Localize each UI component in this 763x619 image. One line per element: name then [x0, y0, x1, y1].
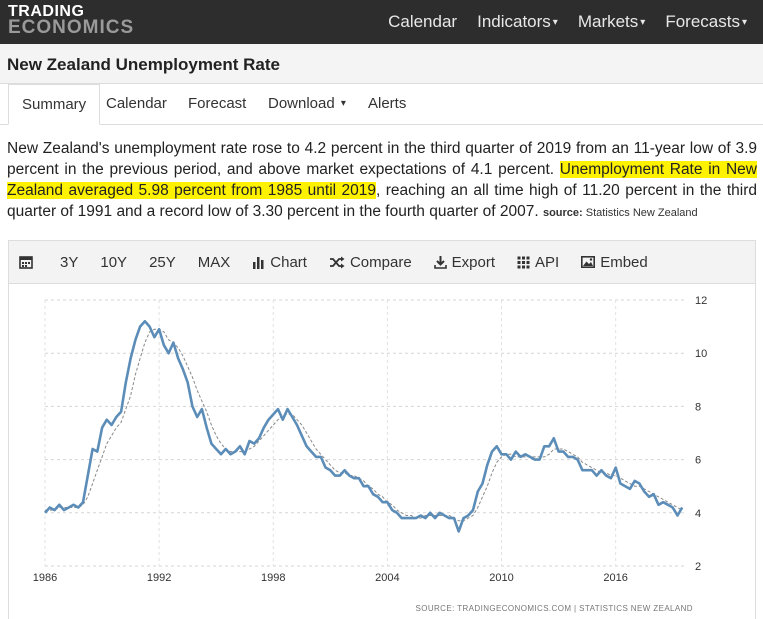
- y-tick-label: 10: [695, 348, 707, 360]
- brand-line-2: ECONOMICS: [8, 17, 135, 38]
- download-icon: [433, 256, 447, 269]
- compare-label: Compare: [349, 253, 412, 271]
- calendar-icon: [19, 256, 33, 269]
- compare-button[interactable]: Compare: [329, 254, 412, 271]
- y-tick-label: 2: [695, 561, 701, 573]
- api-label: API: [535, 253, 560, 271]
- tab-alerts[interactable]: Alerts: [368, 95, 407, 112]
- description-text-1: New Zealand's unemployment rate rose to …: [7, 140, 757, 178]
- y-tick-label: 12: [695, 295, 707, 307]
- tab-forecast[interactable]: Forecast: [188, 95, 247, 112]
- range-10y-button[interactable]: 10Y: [100, 253, 128, 271]
- chart-panel: 3Y 10Y 25Y MAX Chart Compare Export API …: [8, 240, 756, 619]
- description-text-2: , reaching an all time high of 11.20 per…: [7, 182, 758, 220]
- chart-type-label: Chart: [270, 253, 307, 271]
- range-3y-button[interactable]: 3Y: [60, 253, 79, 271]
- image-icon: [581, 256, 596, 268]
- main-nav: Calendar Indicators ▾ Markets ▾ Forecasts ▾: [368, 0, 747, 44]
- y-tick-label: 4: [695, 508, 701, 520]
- title-bar: New Zealand Unemployment Rate: [0, 44, 763, 84]
- range-25y-button[interactable]: 25Y: [149, 253, 176, 271]
- chart-source-note: SOURCE: TRADINGECONOMICS.COM | STATISTIC…: [415, 604, 693, 613]
- nav-indicators-label: Indicators: [477, 12, 551, 31]
- grid-lines: [44, 299, 687, 567]
- calendar-button[interactable]: [19, 255, 38, 269]
- caret-down-icon: ▾: [741, 17, 747, 29]
- source-label: source:: [542, 207, 583, 219]
- x-tick-label: 1998: [261, 572, 285, 584]
- brand-logo[interactable]: TRADING ECONOMICS: [8, 3, 135, 38]
- caret-down-icon: ▾: [340, 98, 346, 110]
- tab-calendar[interactable]: Calendar: [106, 95, 167, 112]
- source-value[interactable]: Statistics New Zealand: [585, 207, 698, 219]
- shuffle-icon: [329, 256, 345, 268]
- brand-line-1: TRADING: [8, 3, 85, 20]
- chart-toolbar: 3Y 10Y 25Y MAX Chart Compare Export API …: [9, 241, 755, 284]
- tab-bar: Summary Calendar Forecast Download ▾ Ale…: [0, 84, 763, 125]
- nav-forecasts[interactable]: Forecasts ▾: [665, 12, 747, 32]
- page-title: New Zealand Unemployment Rate: [7, 55, 281, 74]
- range-max-button[interactable]: MAX: [197, 253, 231, 271]
- unemployment-rate-line: [44, 320, 684, 533]
- tab-download-label: Download: [268, 95, 335, 112]
- x-tick-label: 2004: [375, 572, 399, 584]
- x-tick-label: 2010: [489, 572, 513, 584]
- y-tick-label: 8: [695, 401, 701, 413]
- chart-type-button[interactable]: Chart: [252, 254, 307, 271]
- source-note: source: Statistics New Zealand: [543, 207, 698, 219]
- x-axis-ticks: 1986 1992 1998 2004 2010 2016: [33, 572, 628, 584]
- tab-summary[interactable]: Summary: [8, 84, 101, 125]
- export-button[interactable]: Export: [433, 253, 496, 271]
- tab-download[interactable]: Download ▾: [268, 84, 346, 125]
- nav-markets-label: Markets: [577, 12, 639, 31]
- bar-chart-icon: [253, 256, 264, 269]
- y-tick-label: 6: [695, 455, 701, 467]
- embed-button[interactable]: Embed: [581, 254, 648, 271]
- nav-indicators[interactable]: Indicators ▾: [477, 12, 558, 32]
- y-axis-ticks: 2 4 6 8 10 12: [695, 295, 707, 573]
- description-paragraph: New Zealand's unemployment rate rose to …: [7, 138, 757, 224]
- caret-down-icon: ▾: [640, 17, 646, 29]
- unemployment-line-chart: 2 4 6 8 10 12 1986 1992 1998 2004 2010 2016 SOURCE…: [33, 295, 707, 613]
- caret-down-icon: ▾: [552, 17, 558, 29]
- x-tick-label: 1986: [33, 572, 57, 584]
- nav-markets[interactable]: Markets ▾: [578, 12, 646, 32]
- top-navbar: TRADING ECONOMICS Calendar Indicators ▾ M…: [0, 0, 763, 44]
- export-label: Export: [451, 253, 496, 271]
- grid-icon: [517, 256, 530, 268]
- embed-label: Embed: [600, 253, 648, 271]
- x-tick-label: 2016: [603, 572, 627, 584]
- trend-line: [45, 328, 683, 522]
- api-button[interactable]: API: [517, 254, 559, 271]
- nav-calendar-label: Calendar: [388, 12, 458, 31]
- nav-forecasts-label: Forecasts: [665, 12, 740, 31]
- x-tick-label: 1992: [147, 572, 171, 584]
- nav-calendar[interactable]: Calendar: [388, 12, 457, 32]
